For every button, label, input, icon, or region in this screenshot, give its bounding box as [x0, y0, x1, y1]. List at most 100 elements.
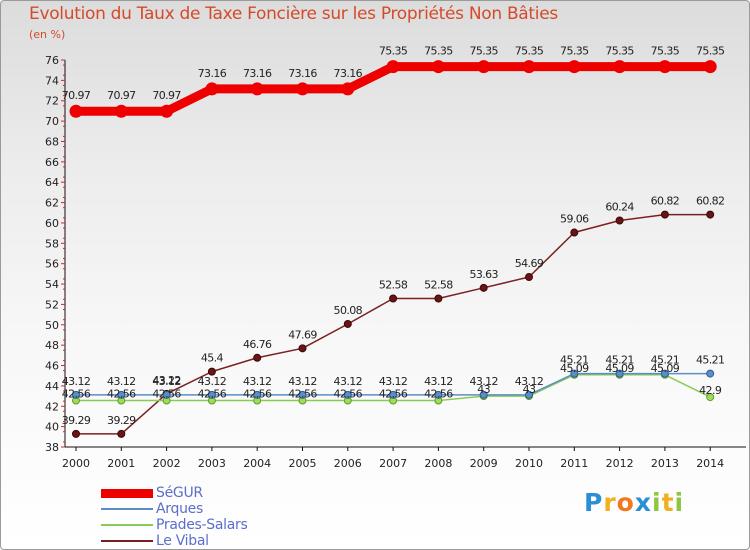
data-label: 53.63	[469, 268, 498, 281]
data-label: 54.69	[515, 257, 544, 270]
data-label: 75.35	[379, 45, 408, 58]
data-label: 43.12	[515, 375, 544, 388]
data-point	[703, 60, 717, 74]
logo-letter: P	[584, 488, 604, 517]
data-point	[479, 283, 488, 292]
proxiti-logo: Proxiti	[584, 488, 684, 517]
data-label: 45.09	[605, 362, 634, 375]
data-point	[114, 104, 128, 118]
data-point	[706, 393, 715, 402]
data-point	[525, 273, 533, 282]
data-point	[660, 210, 669, 219]
data-label: 52.58	[424, 279, 453, 292]
logo-letter: r	[603, 488, 617, 517]
data-label: 75.35	[605, 45, 634, 58]
data-label: 43.12	[334, 375, 363, 388]
data-label: 45.09	[560, 362, 589, 375]
y-tick-label: 64	[45, 176, 59, 189]
data-point	[479, 390, 488, 399]
x-tick-label: 2000	[62, 457, 90, 470]
data-label: 42.56	[152, 388, 181, 401]
data-point	[613, 60, 627, 74]
data-point	[160, 104, 174, 118]
y-tick-label: 58	[45, 237, 59, 250]
logo-letter: t	[661, 488, 675, 517]
data-point	[207, 390, 216, 399]
x-tick-label: 2013	[651, 457, 679, 470]
data-label: 43	[477, 383, 490, 396]
data-point	[389, 390, 398, 399]
legend-item-le-vibal[interactable]: Le Vibal	[101, 533, 301, 549]
y-tick-label: 76	[45, 54, 59, 67]
logo-letter: i	[652, 488, 662, 517]
data-label: 45.21	[560, 354, 589, 367]
data-point	[253, 353, 262, 362]
x-tick-label: 2007	[379, 457, 407, 470]
data-point	[434, 390, 443, 399]
data-label: 43.12	[469, 375, 498, 388]
data-point	[72, 429, 80, 438]
data-point	[343, 319, 352, 328]
data-point	[570, 369, 579, 378]
data-label: 52.58	[379, 279, 408, 292]
data-label: 75.35	[560, 45, 589, 58]
legend-item-segur[interactable]: SéGUR	[101, 485, 301, 501]
data-point	[389, 294, 398, 303]
y-tick-label: 44	[45, 380, 59, 393]
logo-letter: i	[674, 488, 685, 517]
data-point	[250, 82, 264, 96]
legend-label-le-vibal: Le Vibal	[156, 533, 209, 549]
x-tick-label: 2006	[334, 457, 362, 470]
legend-swatch-segur	[101, 489, 153, 498]
data-label: 70.97	[152, 89, 181, 102]
x-tick-label: 2009	[470, 457, 498, 470]
data-label: 50.08	[334, 304, 363, 317]
y-tick-label: 66	[45, 156, 59, 169]
data-label: 75.35	[651, 45, 680, 58]
data-point	[253, 390, 262, 399]
data-label: 43	[523, 383, 536, 396]
data-point	[69, 104, 83, 118]
y-tick-label: 42	[45, 400, 59, 413]
y-tick-label: 50	[45, 319, 59, 332]
y-tick-label: 40	[45, 421, 59, 434]
data-point	[567, 60, 581, 74]
data-label: 75.35	[424, 45, 453, 58]
data-point	[615, 369, 624, 378]
data-point	[162, 390, 171, 399]
data-label: 42.56	[288, 388, 317, 401]
data-label: 45.21	[605, 354, 634, 367]
legend-swatch-prades-salars	[101, 524, 153, 526]
data-point	[72, 390, 80, 399]
data-point	[341, 82, 355, 96]
legend-swatch-arques	[101, 508, 153, 510]
data-point	[706, 210, 715, 219]
x-tick-label: 2005	[289, 457, 317, 470]
data-label: 43.12	[243, 375, 272, 388]
data-label: 73.16	[288, 67, 317, 80]
legend-swatch-le-vibal	[101, 540, 153, 542]
data-label: 43.12	[198, 375, 227, 388]
legend: SéGUR Arques Prades-Salars Le Vibal	[101, 485, 301, 549]
data-point	[343, 390, 352, 399]
data-point	[296, 82, 309, 96]
data-point	[570, 228, 579, 237]
data-label: 43.12	[107, 375, 136, 388]
legend-label-segur: SéGUR	[156, 485, 203, 501]
data-label: 42.56	[379, 388, 408, 401]
data-label: 43.12	[62, 375, 91, 388]
y-tick-label: 72	[45, 95, 59, 108]
data-label: 45.21	[651, 354, 680, 367]
data-label: 42.56	[424, 388, 453, 401]
data-label: 42.56	[62, 388, 91, 401]
legend-item-prades-salars[interactable]: Prades-Salars	[101, 517, 301, 533]
data-label: 42.56	[198, 388, 227, 401]
data-label: 75.35	[696, 45, 725, 58]
data-label: 42.56	[243, 388, 272, 401]
legend-item-arques[interactable]: Arques	[101, 501, 301, 517]
data-label: 75.35	[515, 45, 544, 58]
legend-label-arques: Arques	[156, 501, 203, 517]
data-label: 73.16	[198, 67, 227, 80]
